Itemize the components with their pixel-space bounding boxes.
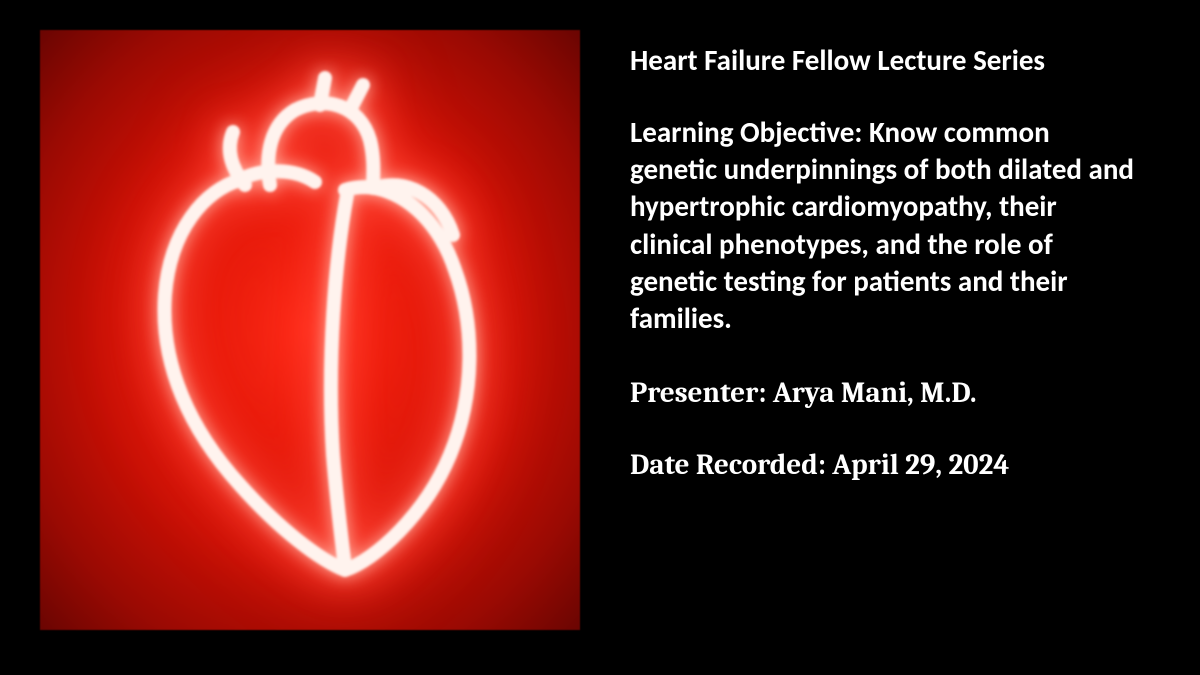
text-panel: Heart Failure Fellow Lecture Series Lear… <box>580 30 1160 645</box>
slide-container: Heart Failure Fellow Lecture Series Lear… <box>0 0 1200 675</box>
neon-heart-icon <box>95 60 525 600</box>
presenter-label: Presenter: <box>630 377 766 410</box>
date-value: April 29, 2024 <box>832 449 1009 482</box>
date-label: Date Recorded: <box>630 449 826 482</box>
series-title: Heart Failure Fellow Lecture Series <box>630 42 1140 78</box>
presenter-name: Arya Mani, M.D. <box>773 377 977 410</box>
learning-objective: Learning Objective: Know common genetic … <box>630 114 1140 337</box>
heart-image-panel <box>40 30 580 630</box>
presenter-line: Presenter: Arya Mani, M.D. <box>630 375 1140 413</box>
date-line: Date Recorded: April 29, 2024 <box>630 447 1140 485</box>
objective-label: Learning Objective: <box>630 114 862 150</box>
